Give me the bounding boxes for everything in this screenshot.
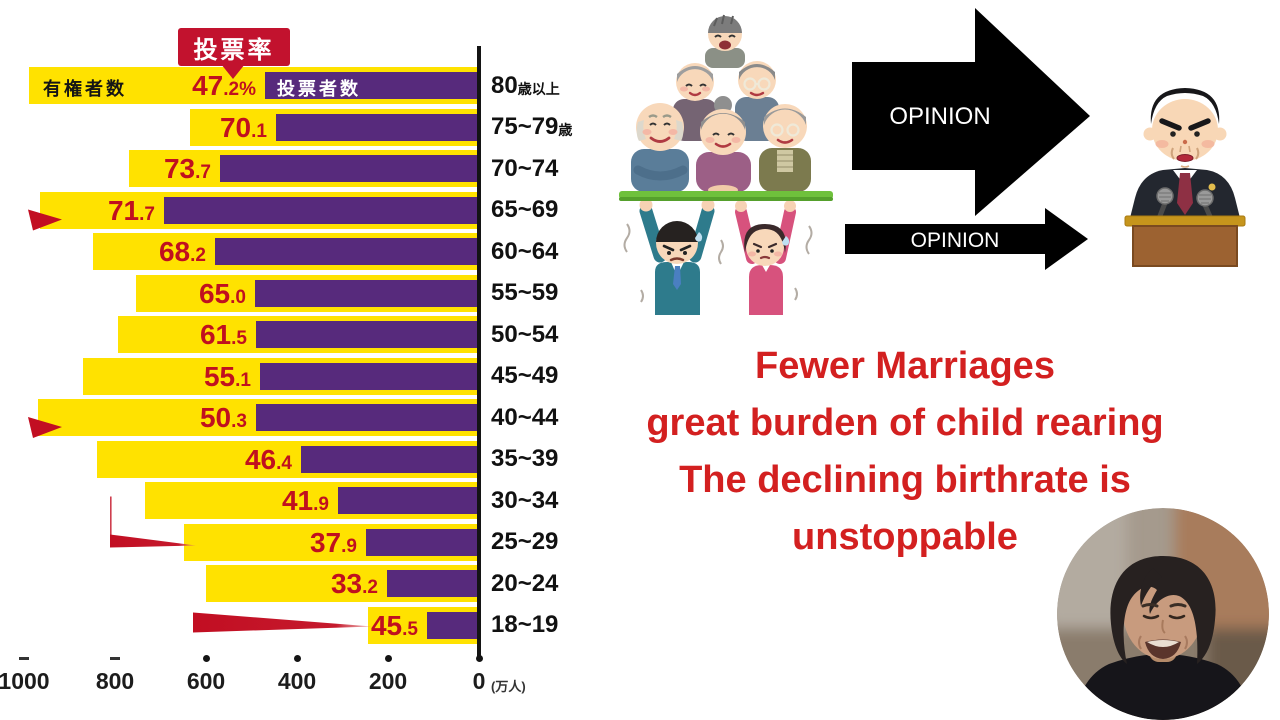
turnout-value: 71.7 (107, 194, 155, 226)
presenter-shirt (1075, 654, 1251, 720)
voters-bar (164, 196, 477, 224)
x-tick-dash (110, 657, 120, 660)
voters-bar (387, 570, 477, 597)
turnout-value: 41.9 (281, 485, 329, 516)
voters-bar (256, 321, 477, 348)
turnout-value: 37.9 (309, 526, 357, 558)
age-group-label: 75~79 歳 (491, 113, 573, 140)
turnout-value: 61.5 (199, 319, 247, 350)
age-group-label: 25~29 (491, 528, 559, 555)
voters-bar (338, 487, 477, 514)
turnout-value: 45.5 (370, 609, 418, 641)
age-group-label: 20~24 (491, 569, 559, 597)
caption-line-1: Fewer Marriages (755, 345, 1055, 387)
x-tick-label: 1000 (0, 668, 50, 694)
turnout-value: 70.1 (219, 111, 267, 143)
caption-line-4: unstoppable (792, 516, 1018, 558)
young-man-carrier (639, 198, 715, 315)
x-axis-unit: (万人) (491, 679, 526, 694)
age-group-label: 65~69 (491, 196, 559, 223)
x-tick-dot (202, 655, 210, 662)
y-axis-line (477, 46, 481, 661)
x-tick-label: 600 (186, 668, 226, 694)
age-group-label: 45~49 (491, 362, 559, 389)
x-tick-label: 400 (277, 668, 317, 694)
marker-wedge (193, 612, 372, 633)
lapel-pin (1208, 183, 1216, 191)
aging-society-illustration (619, 14, 833, 315)
opinion-label-small: OPINION (911, 229, 1000, 252)
politician-at-podium-illustration (1124, 88, 1246, 267)
elderly-front-left-man (631, 103, 689, 192)
caption-line-2: great burden of child rearing (646, 402, 1164, 444)
turnout-value: 33.2 (330, 568, 378, 599)
voters-bar (260, 362, 477, 390)
trembling-lines (623, 223, 813, 303)
x-tick-dot (475, 655, 483, 662)
turnout-value: 73.7 (163, 153, 211, 184)
opinion-label-large: OPINION (889, 103, 990, 130)
voters-bar (255, 279, 477, 307)
green-plank (619, 191, 833, 201)
turnout-chart: 投票率 47.2% 80 歳以上 有権者数 投票者数 70.1 75~79 歳 73.7 70~7… (0, 0, 600, 720)
voters-bar (265, 72, 477, 99)
marker-tail-line (110, 496, 112, 537)
badge-pointer-icon (221, 64, 245, 79)
young-woman-carrier (735, 200, 796, 315)
turnout-value: 47.2% (192, 70, 256, 101)
age-group-label: 50~54 (491, 320, 559, 348)
voters-legend-label: 投票者数 (277, 79, 361, 99)
caption-line-3: The declining birthrate is (679, 459, 1131, 501)
age-group-label: 30~34 (491, 486, 559, 514)
age-group-label: 40~44 (491, 403, 559, 431)
elderly-top-man (705, 14, 745, 68)
presenter-face (1057, 508, 1269, 720)
elderly-front-right-man (759, 104, 811, 192)
presenter-hair (1110, 556, 1216, 664)
x-tick-dot (293, 655, 301, 662)
voters-bar (366, 528, 477, 556)
x-tick-label: 0 (472, 668, 486, 694)
x-tick-dash (19, 657, 29, 660)
age-group-label: 35~39 (491, 445, 559, 472)
x-tick-label: 200 (368, 668, 408, 694)
voters-bar (215, 238, 477, 265)
podium (1124, 215, 1246, 267)
turnout-value: 55.1 (203, 360, 251, 392)
voters-bar (276, 113, 477, 141)
elderly-front-center-woman (696, 96, 751, 195)
age-group-label: 80 歳以上 (491, 71, 560, 99)
eligible-legend-label: 有権者数 (43, 79, 127, 99)
x-tick-label: 800 (95, 668, 135, 694)
turnout-value: 68.2 (158, 236, 206, 267)
x-tick-dot (384, 655, 392, 662)
turnout-badge: 投票率 (178, 28, 290, 66)
voters-bar (220, 155, 477, 182)
voters-bar (427, 611, 477, 639)
turnout-value: 65.0 (198, 277, 246, 309)
age-group-label: 70~74 (491, 154, 559, 182)
turnout-value: 46.4 (244, 443, 292, 475)
voters-bar (256, 404, 477, 431)
webcam-overlay (1057, 508, 1269, 720)
opinion-arrow-small: OPINION (845, 208, 1088, 270)
age-group-label: 60~64 (491, 237, 559, 265)
voters-bar (301, 445, 477, 473)
opinion-arrow-large: OPINION (852, 8, 1090, 216)
age-group-label: 18~19 (491, 611, 559, 638)
caption-text: Fewer Marriages great burden of child re… (598, 338, 1212, 566)
age-group-label: 55~59 (491, 279, 559, 306)
politician-tie (1177, 173, 1193, 215)
turnout-value: 50.3 (199, 402, 247, 433)
